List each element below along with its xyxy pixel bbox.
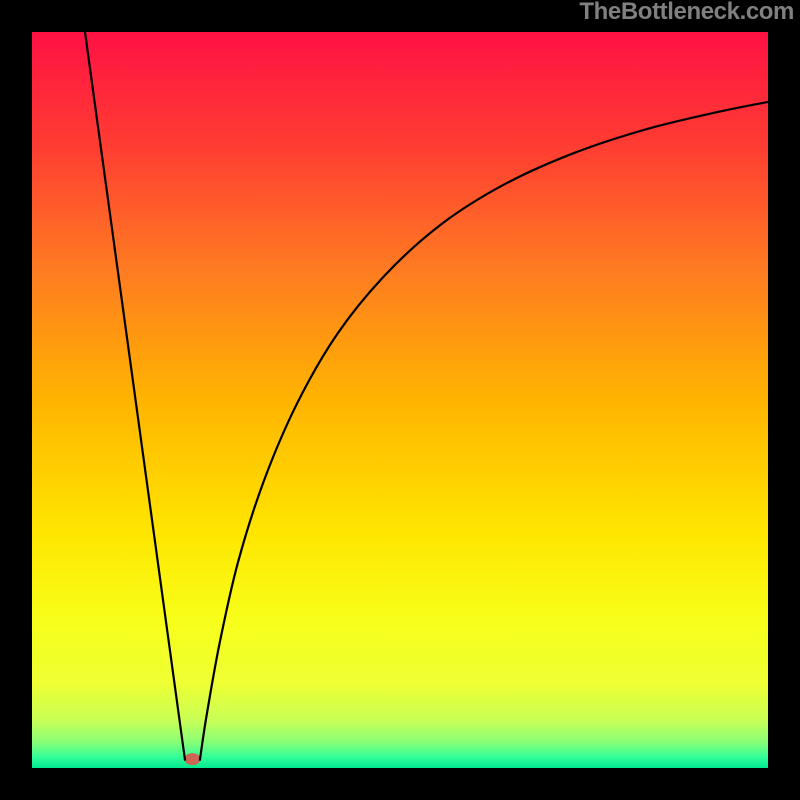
bottleneck-marker	[184, 753, 200, 765]
watermark-text: TheBottleneck.com	[579, 0, 794, 26]
plot-gradient-background	[32, 32, 768, 768]
chart-container: TheBottleneck.com	[0, 0, 800, 800]
bottleneck-chart	[0, 0, 800, 800]
